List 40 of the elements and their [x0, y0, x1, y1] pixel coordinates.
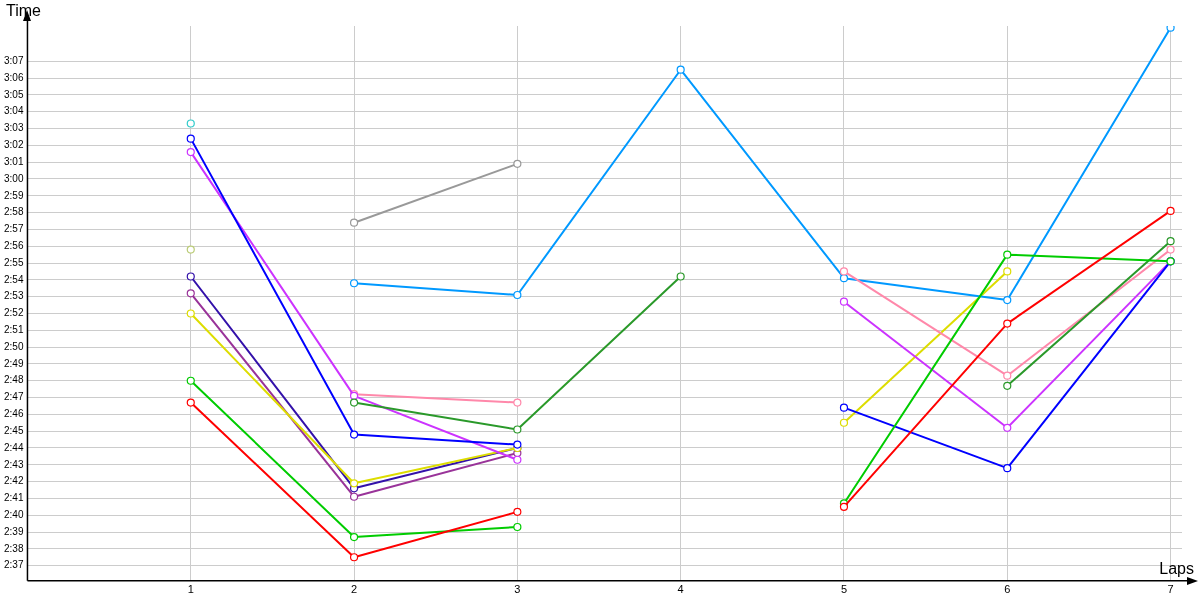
y-tick-label: 3:02: [3, 139, 24, 151]
x-tick-label: 4: [677, 583, 684, 596]
y-tick-label: 3:03: [3, 122, 24, 134]
y-tick-label: 2:47: [3, 391, 24, 403]
y-tick-label: 2:55: [3, 256, 24, 268]
y-tick-label: 2:45: [3, 424, 24, 436]
y-tick-label: 2:56: [3, 239, 24, 251]
x-tick-label: 5: [840, 583, 848, 596]
x-tick-label: 1: [187, 583, 194, 596]
y-tick-label: 2:54: [3, 273, 24, 285]
y-tick-label: 2:40: [3, 508, 24, 520]
y-tick-label: 2:48: [3, 374, 24, 386]
y-tick-label: 2:44: [3, 441, 24, 453]
y-tick-label: 2:42: [3, 475, 24, 487]
y-tick-label: 2:37: [3, 559, 24, 571]
y-tick-label: 3:07: [3, 55, 24, 67]
y-tick-label: 2:57: [3, 223, 24, 235]
y-tick-label: 2:38: [3, 542, 24, 554]
y-tick-label: 2:51: [3, 324, 24, 336]
y-tick-label: 3:00: [3, 172, 24, 184]
y-tick-label: 2:53: [3, 290, 24, 302]
y-tick-label: 3:06: [3, 71, 24, 83]
x-axis-title: Laps: [1159, 560, 1194, 578]
y-tick-label: 2:50: [3, 340, 24, 352]
x-tick-label: 3: [514, 583, 521, 596]
y-tick-label: 2:43: [3, 458, 24, 470]
y-tick-label: 2:46: [3, 408, 24, 420]
y-tick-label: 3:01: [3, 155, 24, 167]
y-tick-label: 3:05: [3, 88, 24, 100]
y-tick-label: 2:41: [3, 492, 24, 504]
x-tick-label: 7: [1167, 583, 1174, 596]
y-axis-title: Time: [6, 2, 42, 20]
y-tick-label: 2:39: [3, 525, 24, 537]
y-tick-label: 2:58: [3, 206, 24, 218]
y-tick-label: 2:49: [3, 357, 24, 369]
x-tick-label: 6: [1004, 583, 1011, 596]
x-tick-label: 2: [351, 583, 358, 596]
y-tick-label: 2:59: [3, 189, 24, 201]
y-tick-label: 3:04: [3, 105, 24, 117]
y-tick-label: 2:52: [3, 307, 24, 319]
